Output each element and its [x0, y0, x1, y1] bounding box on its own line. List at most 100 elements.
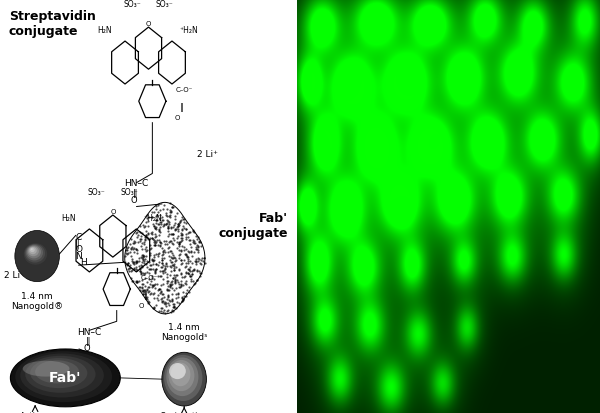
Point [196, 239, 205, 245]
Point [189, 249, 199, 255]
Point [181, 281, 191, 287]
Point [196, 243, 206, 250]
Point [191, 258, 200, 265]
Point [137, 263, 146, 270]
Point [172, 276, 182, 283]
Point [137, 229, 146, 236]
Point [161, 260, 171, 266]
Point [184, 266, 194, 273]
Point [187, 252, 197, 259]
Text: Antigen
combining
region: Antigen combining region [14, 412, 56, 413]
Ellipse shape [164, 355, 202, 401]
Point [122, 244, 131, 251]
Point [159, 306, 169, 313]
Point [181, 290, 190, 296]
Point [145, 266, 155, 272]
Point [154, 221, 164, 228]
Point [178, 273, 187, 280]
Point [147, 209, 157, 215]
Point [173, 221, 183, 228]
Point [170, 226, 180, 233]
Point [166, 308, 176, 315]
Point [127, 256, 137, 262]
Point [134, 277, 143, 284]
Point [149, 275, 159, 282]
Point [170, 255, 179, 261]
Point [127, 244, 137, 251]
Point [158, 206, 168, 212]
Point [190, 281, 199, 287]
Point [157, 263, 166, 270]
Point [163, 277, 172, 284]
Point [143, 236, 153, 242]
Point [172, 239, 182, 245]
Point [168, 275, 178, 282]
Text: Fab': Fab' [49, 371, 82, 385]
Point [193, 254, 203, 261]
Point [176, 257, 186, 263]
Point [169, 263, 179, 269]
Point [149, 265, 158, 272]
Point [149, 209, 159, 216]
Point [191, 256, 201, 262]
Point [154, 253, 163, 259]
Point [122, 247, 132, 253]
Point [157, 268, 167, 275]
Point [167, 298, 176, 305]
Point [181, 234, 191, 241]
Point [131, 259, 140, 266]
Text: O: O [139, 303, 144, 309]
Point [161, 300, 170, 306]
Point [167, 261, 177, 268]
Point [156, 308, 166, 315]
Point [177, 294, 187, 301]
Point [137, 277, 146, 283]
Ellipse shape [15, 230, 59, 282]
Point [171, 256, 181, 263]
Point [127, 244, 136, 251]
Point [136, 238, 145, 244]
Point [145, 288, 154, 294]
Point [138, 287, 148, 294]
Point [175, 251, 185, 257]
Point [155, 211, 165, 218]
Point [140, 237, 150, 243]
Point [172, 291, 181, 297]
Point [158, 276, 168, 282]
Point [151, 220, 160, 226]
Point [155, 228, 164, 235]
Point [142, 293, 152, 300]
Point [139, 224, 149, 230]
Point [137, 259, 146, 266]
Point [188, 266, 197, 273]
Point [193, 235, 202, 242]
Text: O: O [110, 209, 116, 215]
Point [186, 248, 196, 254]
Point [146, 229, 156, 236]
Point [166, 256, 175, 263]
Text: H₂N: H₂N [62, 214, 76, 223]
Point [158, 223, 168, 230]
Point [172, 271, 181, 278]
Point [136, 236, 146, 242]
Point [158, 217, 167, 223]
Point [149, 304, 158, 310]
Point [145, 235, 155, 242]
Point [173, 290, 183, 297]
Point [151, 223, 161, 230]
Text: SO₃⁻: SO₃⁻ [88, 188, 106, 197]
Point [156, 305, 166, 311]
Point [159, 267, 169, 273]
Text: O: O [146, 21, 151, 27]
Point [136, 261, 146, 268]
Point [142, 261, 151, 268]
Point [176, 270, 185, 277]
Point [131, 265, 141, 272]
Point [174, 266, 184, 273]
Point [179, 289, 188, 295]
Point [166, 259, 175, 266]
Point [156, 240, 166, 247]
Point [161, 266, 170, 273]
Point [162, 296, 172, 302]
Point [188, 228, 197, 235]
